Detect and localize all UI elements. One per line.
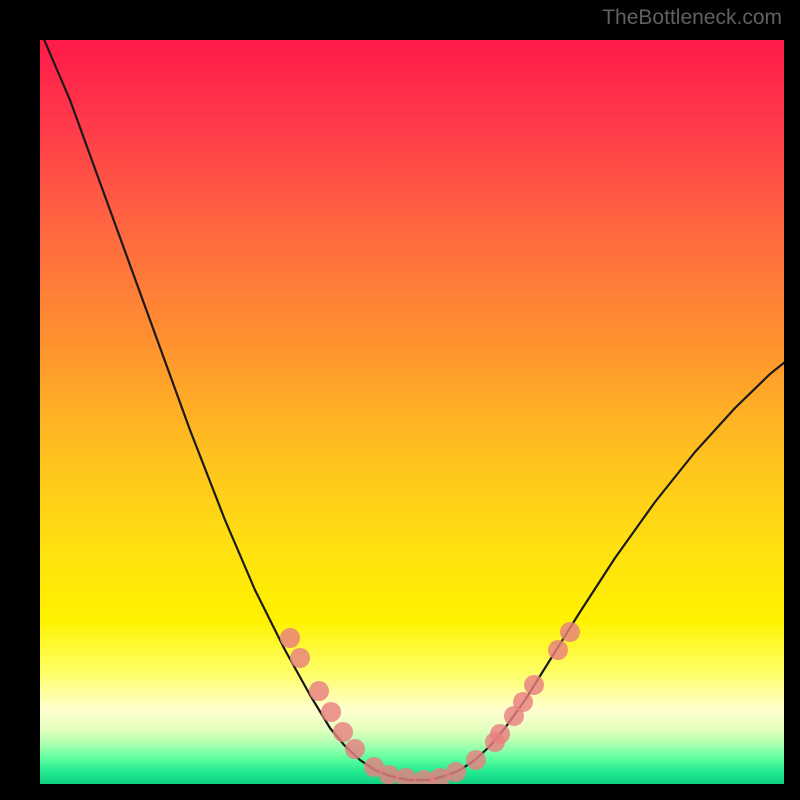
data-point-marker <box>548 640 568 660</box>
markers-layer <box>40 40 784 784</box>
data-point-marker <box>466 750 486 770</box>
data-point-marker <box>490 724 510 744</box>
data-point-marker <box>345 739 365 759</box>
data-point-marker <box>290 648 310 668</box>
data-point-marker <box>446 762 466 782</box>
data-point-marker <box>396 768 416 784</box>
chart-stage: TheBottleneck.com <box>0 0 800 800</box>
data-point-marker <box>309 681 329 701</box>
data-point-marker <box>524 675 544 695</box>
data-point-marker <box>321 702 341 722</box>
plot-area <box>40 40 784 784</box>
data-point-marker <box>280 628 300 648</box>
watermark-text: TheBottleneck.com <box>602 6 782 30</box>
data-point-marker <box>560 622 580 642</box>
data-point-marker <box>513 692 533 712</box>
